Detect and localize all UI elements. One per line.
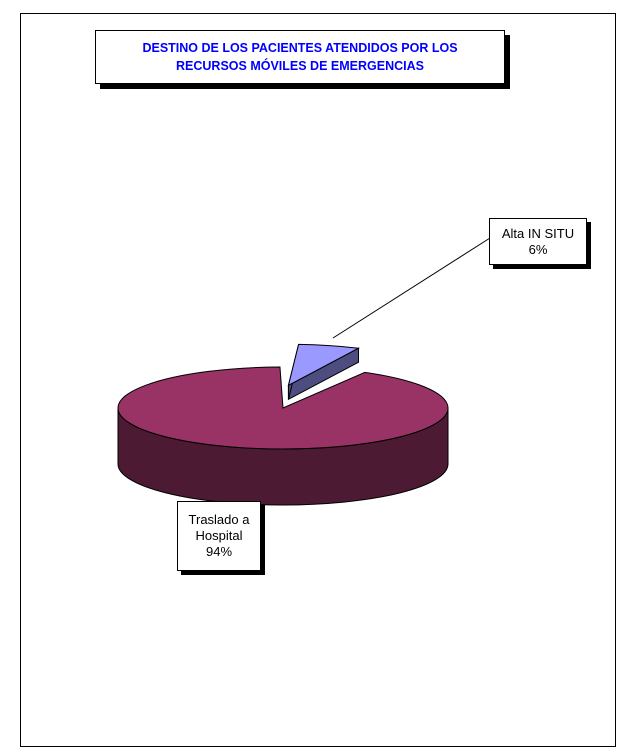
slice-label-name-line-2: Hospital	[195, 528, 243, 543]
slice-label-value: 94%	[205, 544, 233, 559]
chart-title: DESTINO DE LOS PACIENTES ATENDIDOS POR L…	[95, 30, 505, 84]
slice-label-alta-in-situ: Alta IN SITU 6%	[489, 218, 587, 265]
slice-label-name: Alta IN SITU	[501, 225, 575, 241]
pie-slice-alta-in-situ	[287, 343, 361, 387]
chart-title-line-1: DESTINO DE LOS PACIENTES ATENDIDOS POR L…	[142, 41, 458, 55]
leader-line-alta	[332, 237, 491, 339]
slice-label-traslado-a-hospital: Traslado a Hospital 94%	[177, 501, 261, 571]
pie-slice-traslado-a-hospital	[117, 366, 449, 450]
chart-title-line-2: RECURSOS MÓVILES DE EMERGENCIAS	[176, 59, 424, 73]
slice-label-value: 6%	[528, 241, 548, 257]
slice-label-name-line-1: Traslado a	[188, 512, 250, 527]
